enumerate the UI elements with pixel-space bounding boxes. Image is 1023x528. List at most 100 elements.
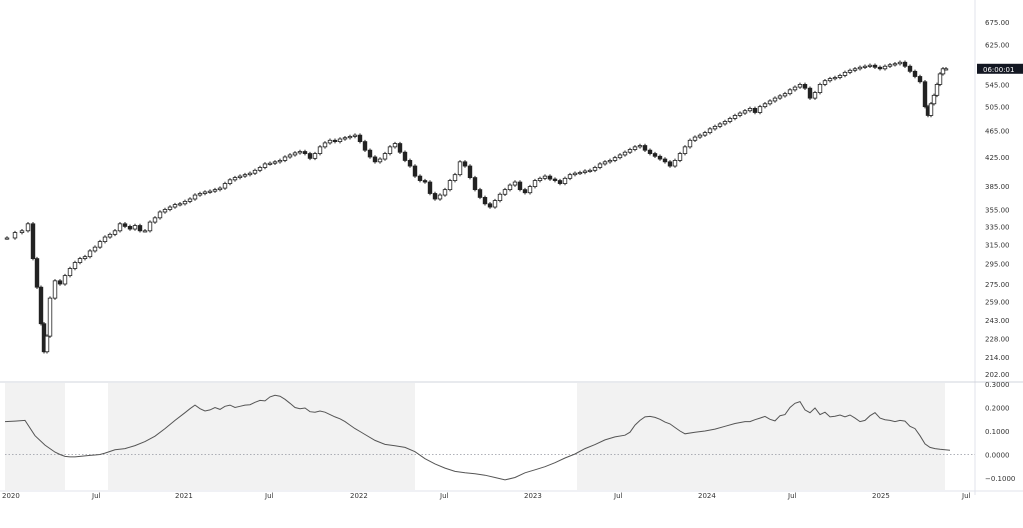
candle-body [182, 200, 188, 205]
candle-body [517, 181, 523, 191]
candle-body [307, 153, 313, 159]
candle-body [562, 177, 568, 184]
candle-body [287, 154, 293, 158]
candle-body [931, 94, 937, 105]
candle-body [827, 78, 833, 82]
price-tick-label: 385.00 [985, 183, 1010, 191]
candle-body [917, 76, 923, 83]
candle-body [934, 84, 940, 96]
price-tick-label: 259.00 [985, 298, 1010, 306]
candle-body [807, 87, 813, 99]
candle-body [207, 190, 213, 193]
candle-body [532, 180, 538, 187]
candle-body [817, 84, 823, 93]
candle-body [437, 194, 443, 200]
candle-body [847, 69, 853, 73]
candle-body [672, 160, 678, 167]
candle-body [667, 161, 673, 167]
candle-body [172, 204, 178, 208]
candle-body [327, 139, 333, 144]
candle-body [242, 174, 248, 177]
time-tick-label: 2024 [698, 492, 716, 500]
candle-body [347, 136, 353, 139]
candle-body [152, 217, 158, 223]
candle-body [132, 225, 138, 230]
price-tick-label: 425.00 [985, 154, 1010, 162]
candle-body [912, 70, 918, 77]
candle-body [232, 177, 238, 181]
indicator-tick-label: −0.1000 [985, 475, 1015, 483]
price-tick-label: 465.00 [985, 128, 1010, 136]
candle-body [642, 145, 648, 151]
candle-body [712, 125, 718, 130]
price-tick-label: 202.00 [985, 371, 1010, 379]
candle-body [427, 181, 433, 194]
candle-body [102, 236, 108, 243]
candle-body [38, 286, 44, 325]
candle-body [812, 92, 818, 99]
candle-body [462, 161, 468, 167]
candle-body [597, 163, 603, 168]
price-tick-label: 295.00 [985, 261, 1010, 269]
price-tick-label: 315.00 [985, 241, 1010, 249]
candle-body [362, 141, 368, 151]
candle-body [447, 180, 453, 191]
candle-body [157, 211, 163, 219]
price-pane [4, 60, 949, 354]
candle-body [192, 194, 198, 200]
candle-body [107, 233, 113, 238]
candle-body [702, 132, 708, 136]
candle-body [47, 297, 53, 337]
time-tick-label: Jul [787, 492, 797, 500]
candle-body [892, 63, 898, 66]
candle-body [197, 193, 203, 196]
candle-body [57, 280, 63, 285]
candle-body [567, 174, 573, 179]
candle-body [52, 280, 58, 299]
candle-body [222, 183, 228, 189]
price-tick-label: 214.00 [985, 354, 1010, 362]
candle-body [382, 153, 388, 160]
candle-body [727, 118, 733, 122]
candle-body [862, 65, 868, 68]
candle-body [492, 200, 498, 208]
candle-body [857, 66, 863, 70]
candle-body [943, 68, 949, 71]
shaded-band-0 [5, 383, 65, 490]
candle-body [717, 123, 723, 127]
candle-body [217, 187, 223, 191]
candle-body [442, 189, 448, 196]
candle-body [732, 115, 738, 119]
candle-body [77, 258, 83, 263]
candle-body [572, 172, 578, 176]
candle-body [792, 86, 798, 91]
candle-body [262, 163, 268, 168]
candle-body [212, 189, 218, 192]
price-tick-label: 335.00 [985, 223, 1010, 231]
candle-body [527, 186, 533, 194]
candle-body [422, 180, 428, 183]
candle-body [337, 138, 343, 143]
time-tick-label: 2025 [872, 492, 890, 500]
candle-body [167, 206, 173, 210]
candle-body [342, 137, 348, 140]
candle-body [882, 65, 888, 70]
candle-body [487, 203, 493, 208]
candle-body [97, 241, 103, 248]
candle-body [852, 68, 858, 71]
candle-body [377, 158, 383, 163]
candle-body [627, 149, 633, 153]
candle-body [137, 225, 143, 232]
candle-body [522, 189, 528, 194]
indicator-tick-label: 0.2000 [985, 405, 1010, 413]
candle-body [897, 61, 903, 65]
candle-body [282, 156, 288, 161]
candle-body [922, 81, 928, 108]
price-tick-label: 545.00 [985, 81, 1010, 89]
axis-layer: 675.00 625.00 545.00 505.00 465.00 425.00 385.… [2, 19, 1023, 500]
candle-body [692, 136, 698, 141]
candle-body [292, 152, 298, 156]
candle-body [677, 153, 683, 161]
candle-body [867, 64, 873, 67]
